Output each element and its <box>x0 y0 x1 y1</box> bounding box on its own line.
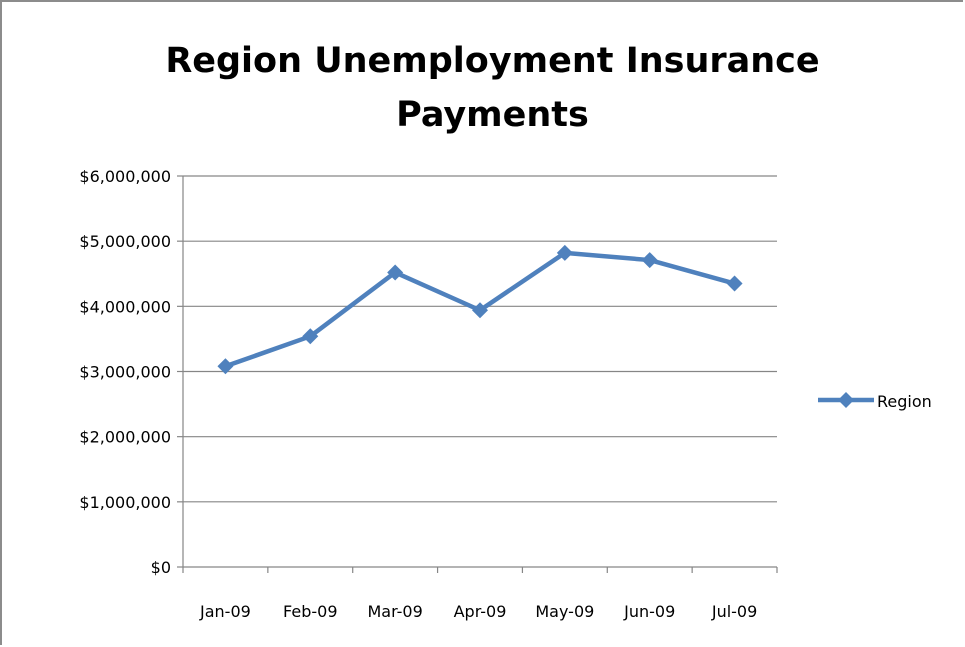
gridlines <box>183 175 777 503</box>
chart-title-line-2: Payments <box>396 95 589 135</box>
y-tick-labels: $0 $1,000,000 $2,000,000 $3,000,000 $4,000,0… <box>79 167 171 577</box>
data-point-marker <box>217 358 234 375</box>
data-point-marker <box>556 244 573 261</box>
x-tick-label: May-09 <box>535 602 594 621</box>
series-region <box>217 244 743 375</box>
x-tick-label: Jul-09 <box>711 602 757 621</box>
legend: Region <box>818 392 932 411</box>
y-tick-label: $5,000,000 <box>79 232 171 251</box>
y-tick-label: $4,000,000 <box>79 297 171 316</box>
axes <box>177 175 778 573</box>
x-tick-label: Mar-09 <box>367 602 422 621</box>
x-tick-label: Jan-09 <box>199 602 251 621</box>
y-tick-label: $6,000,000 <box>79 167 171 186</box>
data-point-marker <box>387 264 404 281</box>
y-tick-label: $1,000,000 <box>79 493 171 512</box>
chart-title: Region Unemployment Insurance Payments <box>0 34 965 142</box>
legend-marker-region <box>838 392 854 408</box>
data-point-marker <box>302 328 319 345</box>
data-point-marker <box>726 275 743 292</box>
x-tick-label: Apr-09 <box>454 602 507 621</box>
data-point-marker <box>472 302 488 319</box>
data-point-marker <box>641 252 658 269</box>
x-tick-label: Jun-09 <box>623 602 675 621</box>
x-tick-label: Feb-09 <box>283 602 337 621</box>
x-tick-labels: Jan-09 Feb-09 Mar-09 Apr-09 May-09 Jun-09 Jul-… <box>199 602 757 621</box>
y-tick-label: $0 <box>151 558 171 577</box>
y-tick-label: $2,000,000 <box>79 428 171 447</box>
legend-label-region: Region <box>877 392 932 411</box>
chart-title-line-1: Region Unemployment Insurance <box>165 41 820 81</box>
y-tick-label: $3,000,000 <box>79 363 171 382</box>
